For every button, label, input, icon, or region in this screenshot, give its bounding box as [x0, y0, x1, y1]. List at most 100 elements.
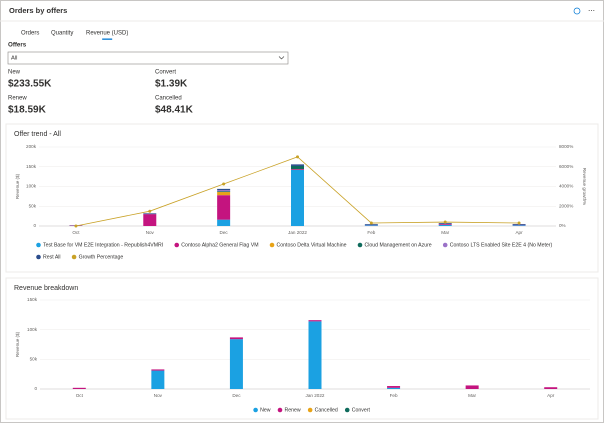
bar-segment	[544, 387, 558, 389]
tab-underline	[102, 38, 113, 40]
line-marker	[222, 182, 226, 186]
bar-segment	[151, 369, 165, 371]
bar-segment	[291, 169, 304, 170]
legend-marker	[442, 242, 448, 248]
x-tick-label: Apr	[515, 230, 523, 235]
x-tick-label: Oct	[76, 393, 84, 398]
kpi-label: Renew	[8, 96, 27, 102]
legend-label: New	[260, 407, 271, 413]
legend-marker	[71, 254, 77, 260]
chart-title: Revenue breakdown	[14, 285, 78, 292]
bar-segment	[465, 385, 479, 389]
bar-segment	[291, 165, 304, 170]
filter-label: Offers	[8, 42, 27, 49]
x-tick-label: Dec	[232, 393, 241, 398]
tab[interactable]: Quantity	[51, 31, 73, 37]
legend-label: Cloud Management on Azure	[365, 242, 432, 248]
line-marker	[296, 155, 299, 159]
bar-segment	[229, 337, 243, 340]
bar-segment	[217, 219, 231, 226]
legend-label: Contoso Delta Virtual Machine	[277, 242, 347, 248]
bar-segment	[291, 169, 304, 226]
kpi-value: $233.55K	[8, 79, 52, 90]
x-tick-label: Oct	[72, 230, 80, 235]
bar-segment	[217, 188, 231, 191]
page-title: Orders by offers	[9, 6, 67, 15]
y-tick-label: 100k	[26, 184, 37, 189]
x-tick-label: Nov	[146, 230, 155, 235]
legend-marker	[36, 242, 41, 248]
x-tick-label: Jan 2022	[306, 393, 325, 398]
bar-segment	[364, 225, 378, 226]
info-icon[interactable]	[573, 7, 581, 15]
x-tick-label: Feb	[390, 393, 398, 398]
legend-label: Rest All	[43, 254, 61, 260]
line-marker	[517, 221, 521, 225]
y-tick-label: 50k	[29, 203, 37, 208]
x-tick-label: Dec	[220, 230, 229, 235]
tab[interactable]: Orders	[21, 31, 39, 37]
tab[interactable]: Revenue (USD)	[86, 31, 128, 37]
x-tick-label: Nov	[154, 393, 163, 398]
line-marker	[74, 224, 78, 228]
y-tick-label: 100k	[27, 327, 38, 332]
legend-marker	[269, 242, 275, 248]
bar-segment	[291, 164, 304, 166]
y2-tick-label: 2000%	[559, 203, 573, 208]
x-tick-label: Mar	[468, 393, 476, 398]
y-tick-label: 150k	[27, 297, 38, 302]
line-marker	[148, 209, 152, 213]
bar-segment	[217, 195, 231, 220]
filter-value: All	[11, 56, 17, 62]
y2-tick-label: 6000%	[559, 164, 573, 169]
line-marker	[369, 221, 373, 225]
bar-segment	[217, 190, 231, 192]
legend-marker	[307, 407, 313, 413]
legend-label: Convert	[352, 407, 371, 413]
kpi-label: New	[8, 70, 21, 76]
y2-tick-label: 4000%	[559, 184, 573, 189]
bar-segment	[308, 320, 322, 322]
bar-segment	[438, 224, 452, 225]
kpi-label: Cancelled	[155, 96, 182, 102]
bar-segment	[512, 225, 526, 226]
bar-segment	[438, 224, 452, 226]
y2-tick-label: 8000%	[559, 144, 573, 149]
chart-title: Offer trend - All	[14, 131, 61, 138]
bar-segment	[217, 192, 231, 196]
x-tick-label: Feb	[367, 230, 375, 235]
bar-segment	[143, 213, 157, 215]
bar-segment	[229, 339, 243, 389]
legend-marker	[253, 407, 258, 413]
y-tick-label: 150k	[26, 164, 37, 169]
legend-label: Cancelled	[315, 407, 338, 413]
legend-label: Test Base for VM E2E Integration - Repub…	[43, 242, 163, 248]
y-tick-label: 0	[34, 386, 37, 391]
bar-segment	[308, 321, 322, 389]
legend-marker	[174, 242, 180, 248]
bar-segment	[143, 214, 157, 226]
bar-segment	[151, 370, 165, 389]
y-axis-title: Revenue ($)	[15, 331, 20, 357]
legend-label: Contoso Alpha2 General Flag VM	[181, 242, 258, 248]
x-tick-label: Mar	[441, 230, 449, 235]
y2-axis-title: Revenue growth%	[582, 168, 587, 206]
legend-label: Contoso LTS Enabled Site E2E 4 (No Meter…	[450, 242, 553, 248]
bar-segment	[364, 224, 378, 226]
legend-marker	[277, 407, 283, 413]
legend-marker	[357, 242, 363, 248]
more-icon[interactable]: ⋯	[588, 8, 595, 15]
legend-marker	[344, 407, 350, 413]
bar-segment	[387, 386, 401, 388]
chevron	[278, 56, 285, 60]
filter-select[interactable]	[7, 51, 289, 65]
kpi-value: $18.59K	[8, 105, 47, 116]
y2-tick-label: 0%	[559, 223, 566, 228]
x-tick-label: Apr	[547, 393, 555, 398]
line-marker	[443, 220, 447, 224]
legend-label: Renew	[284, 407, 300, 413]
bar-segment	[217, 191, 231, 193]
x-tick-label: Jan 2022	[288, 230, 307, 235]
